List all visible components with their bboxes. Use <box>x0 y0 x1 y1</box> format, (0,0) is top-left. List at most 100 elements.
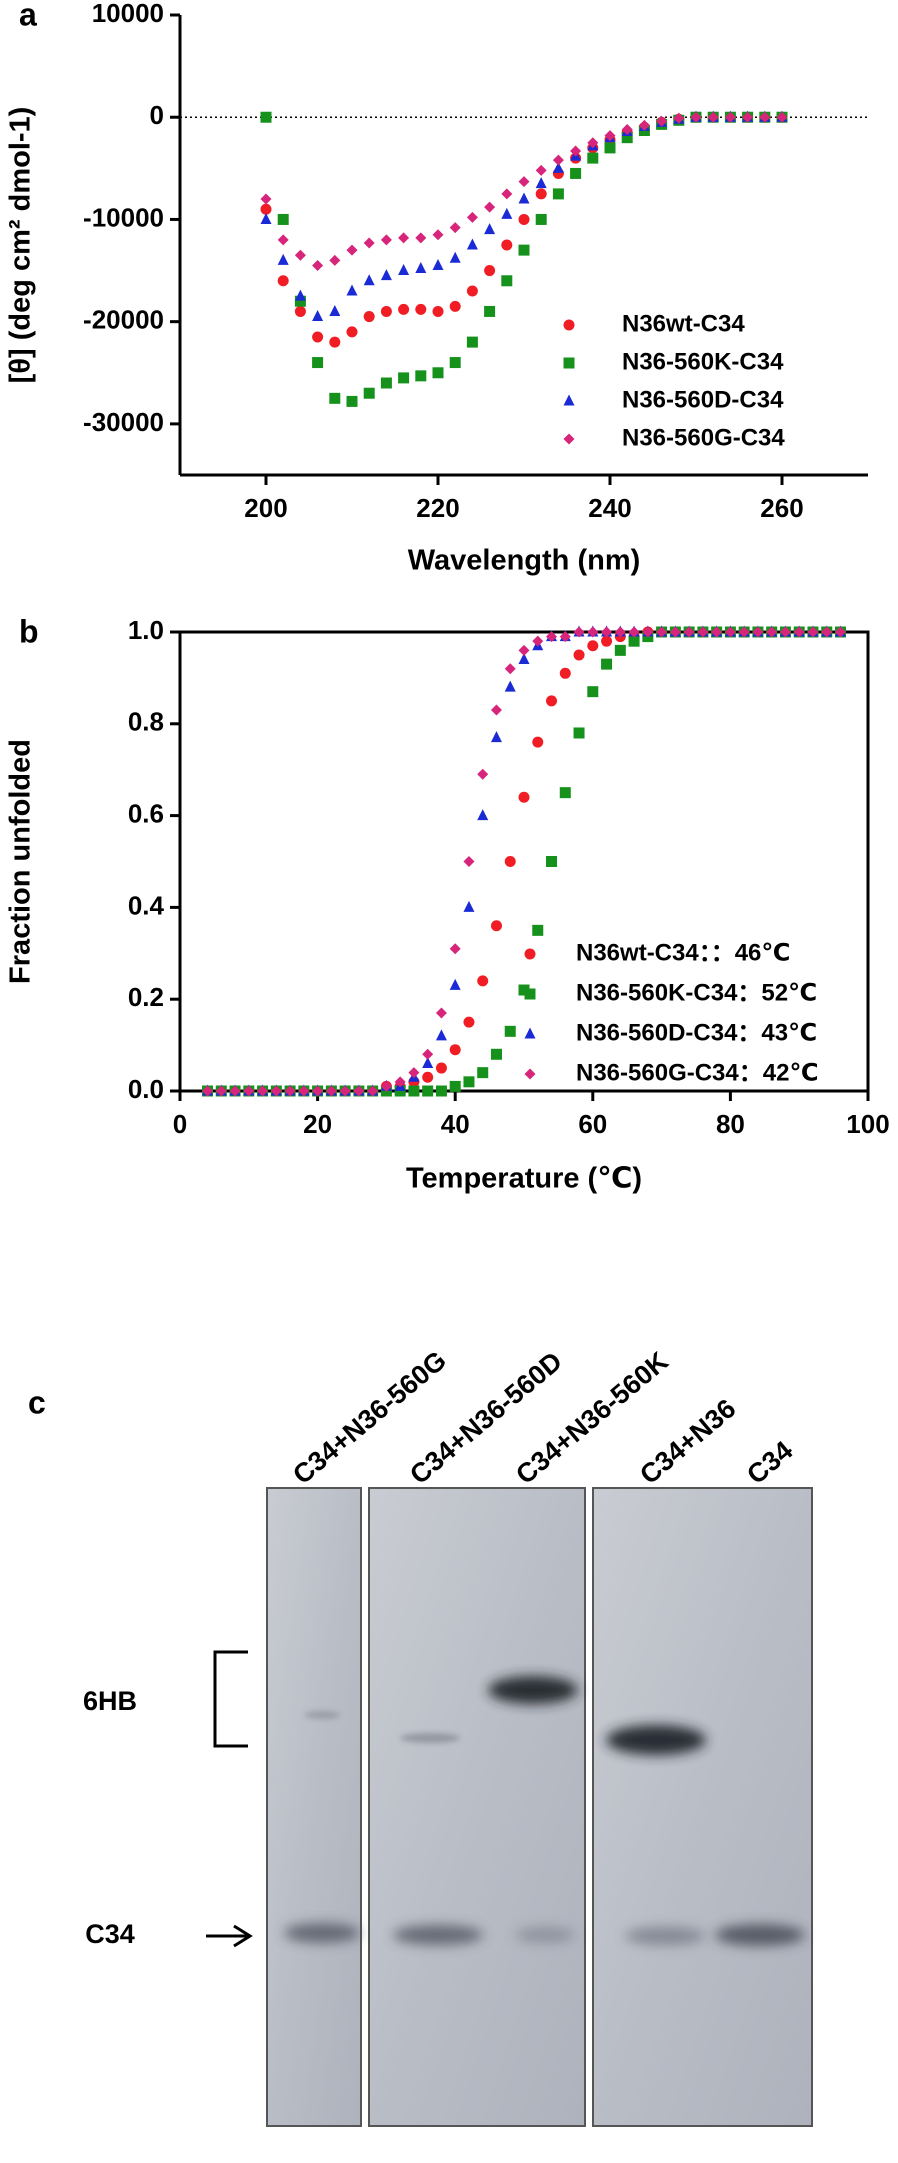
point <box>449 357 461 369</box>
point <box>490 731 502 743</box>
point <box>546 631 558 643</box>
point <box>294 305 306 317</box>
point <box>518 653 530 665</box>
point <box>546 856 558 867</box>
point <box>394 1076 406 1088</box>
point <box>449 1044 461 1056</box>
point <box>638 119 650 131</box>
gel-band <box>625 1927 705 1945</box>
point <box>724 111 736 123</box>
point <box>570 145 582 157</box>
point <box>752 626 764 638</box>
point <box>484 305 496 317</box>
point <box>532 924 544 936</box>
y-tick-label: 0.4 <box>128 890 165 920</box>
point <box>346 395 358 407</box>
point <box>614 644 626 656</box>
point <box>535 188 547 200</box>
point <box>738 626 750 638</box>
point <box>587 640 599 652</box>
x-tick-label: 220 <box>416 493 459 523</box>
point <box>463 1016 475 1028</box>
point <box>518 984 530 996</box>
point <box>621 123 633 135</box>
point <box>422 1085 434 1097</box>
point <box>490 704 502 716</box>
point <box>435 1029 447 1041</box>
point <box>532 635 544 647</box>
legend-label: N36-560D-C34 <box>622 386 784 413</box>
point <box>604 142 616 154</box>
point <box>559 631 571 643</box>
y-tick-label: 0.8 <box>128 707 164 737</box>
point <box>380 1080 392 1092</box>
point <box>587 626 599 638</box>
point <box>432 305 444 317</box>
legend-marker <box>524 1068 536 1080</box>
point <box>690 111 702 123</box>
point <box>422 1056 434 1068</box>
point <box>683 626 695 638</box>
point <box>776 111 788 123</box>
point <box>628 635 640 647</box>
point <box>793 626 805 638</box>
y-tick-label: -20000 <box>83 305 164 335</box>
y-tick-label: 0.0 <box>128 1074 164 1104</box>
point <box>449 978 461 990</box>
gel-band <box>284 1923 360 1943</box>
point <box>501 207 513 219</box>
point <box>398 232 410 244</box>
x-tick-label: 100 <box>846 1109 889 1139</box>
point <box>504 1025 516 1037</box>
x-tick-label: 40 <box>441 1109 470 1139</box>
point <box>394 1085 406 1097</box>
x-tick-label: 0 <box>173 1109 187 1139</box>
point <box>367 1085 379 1097</box>
x-tick-label: 20 <box>303 1109 332 1139</box>
legend-marker <box>563 433 575 445</box>
point <box>312 1085 324 1097</box>
point <box>277 275 289 287</box>
x-tick-label: 80 <box>716 1109 745 1139</box>
bracket <box>213 1650 248 1748</box>
y-tick-label: -30000 <box>83 407 164 437</box>
x-tick-label: 240 <box>588 493 631 523</box>
point <box>559 787 571 799</box>
point <box>466 211 478 223</box>
point <box>260 193 272 205</box>
point <box>546 695 558 707</box>
point <box>807 626 819 638</box>
point <box>398 264 410 276</box>
gel-band <box>515 1927 575 1943</box>
x-axis-title: Wavelength (nm) <box>408 545 641 577</box>
point <box>535 213 547 225</box>
point <box>408 1067 420 1079</box>
point <box>518 176 530 188</box>
point <box>552 188 564 200</box>
gel-band <box>606 1725 706 1755</box>
point <box>294 249 306 261</box>
point <box>449 943 461 955</box>
legend-label: N36-560K-C34 <box>622 348 784 375</box>
point <box>669 626 681 638</box>
x-tick-label: 60 <box>578 1109 607 1139</box>
y-axis-title: Fraction unfolded <box>5 739 37 984</box>
point <box>518 791 530 803</box>
point <box>601 635 613 647</box>
point <box>260 203 272 215</box>
lane-label: C34+N36 <box>634 1393 741 1490</box>
point <box>215 1085 227 1097</box>
y-tick-label: 0.6 <box>128 798 164 828</box>
point <box>415 262 427 274</box>
point <box>559 667 571 679</box>
point <box>601 626 613 638</box>
point <box>570 167 582 179</box>
point <box>484 201 496 213</box>
gel-band <box>400 1733 460 1743</box>
point <box>642 626 654 638</box>
marker-label: C34 <box>85 1919 135 1949</box>
legend-label: N36wt-C34 <box>622 310 745 337</box>
point <box>284 1085 296 1097</box>
marker-label: 6HB <box>83 1686 137 1716</box>
point <box>504 680 516 692</box>
